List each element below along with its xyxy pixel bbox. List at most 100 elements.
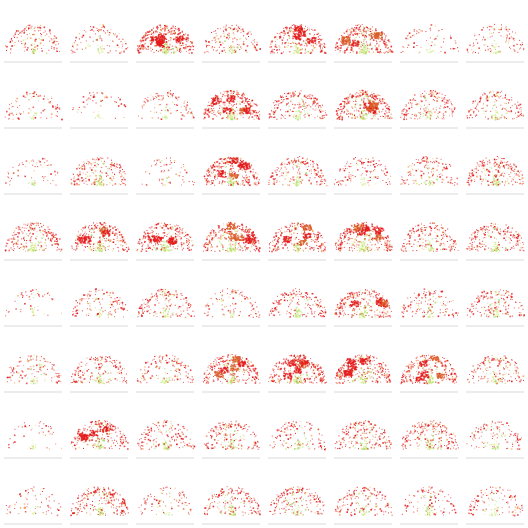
scatter-point [230,49,232,50]
scatter-point [379,50,381,53]
scatter-point [256,176,258,178]
scatter-point [354,27,356,29]
scatter-point [344,101,346,103]
scatter-point [182,179,184,181]
scatter-point [367,49,369,52]
scatter-point [144,42,146,44]
scatter-point [29,33,31,34]
scatter-point [232,116,234,118]
scatter-point [302,99,304,101]
scatter-point [227,164,229,166]
scatter-point [231,100,234,103]
scatter-point [499,92,501,94]
scatter-point [229,95,231,97]
scatter-point [10,48,12,50]
scatter-point [431,114,433,116]
scatter-point [354,93,356,95]
scatter-point [206,178,208,180]
scatter-point [371,99,373,101]
scatter-point [231,182,233,184]
scatter-point [47,164,49,166]
scatter-point [344,43,346,45]
scatter-point [375,52,377,54]
scatter-point [99,157,101,159]
scatter-point [35,113,37,114]
scatter-point [293,42,295,44]
scatter-point [314,42,317,45]
scatter-point [245,106,248,109]
scatter-point [92,182,95,184]
scatter-point [276,174,278,176]
scatter-point [269,116,271,118]
scatter-point [478,34,480,36]
scatter-point [510,48,512,50]
scatter-point [320,180,322,182]
scatter-point [475,114,478,116]
scatter-point [296,179,298,181]
scatter-point [230,108,232,111]
scatter-point [243,92,245,94]
scatter-point [249,104,251,107]
scatter-point [255,183,257,185]
scatter-point [103,160,105,162]
scatter-point [18,40,19,42]
scatter-point [241,94,243,95]
scatter-point [384,44,386,46]
scatter-point [215,38,217,40]
scatter-point [98,31,99,33]
scatter-point [281,43,283,45]
scatter-point [370,109,373,112]
scatter-point [506,112,508,114]
scatter-point [147,37,149,39]
scatter-point [284,32,286,34]
scatter-point [353,101,355,102]
scatter-point [31,182,33,184]
scatter-point [191,113,193,115]
scatter-point [175,28,177,30]
scatter-point [474,100,476,102]
scatter-point [287,42,290,44]
scatter-point [44,30,46,32]
scatter-point [254,103,256,105]
scatter-point [402,109,404,111]
scatter-point [336,112,338,115]
scatter-point [310,44,313,47]
scatter-point [217,103,219,105]
scatter-point [33,115,35,117]
scatter-point [494,118,497,120]
scatter-point [319,117,321,119]
scatter-point [348,116,349,118]
scatter-point [11,38,13,39]
scatter-point [214,98,217,100]
scatter-point [495,116,497,118]
scatter-point [101,166,103,168]
scatter-point [228,27,230,29]
scatter-point [384,114,386,116]
scatter-point [154,39,157,41]
scatter-point [298,159,300,161]
scatter-point [367,92,368,94]
scatter-point [276,38,278,40]
scatter-point [91,28,93,30]
scatter-point [430,27,431,29]
scatter-point [366,113,368,115]
scatter-point [218,102,220,104]
scatter-point [112,172,113,174]
scatter-point [72,109,74,110]
scatter-point [168,91,170,94]
scatter-point [231,118,233,119]
scatter-point [425,111,428,114]
scatter-point [313,35,315,37]
scatter-point [386,107,388,109]
scatter-point [227,181,229,183]
scatter-point [471,49,473,51]
scatter-point [292,95,294,97]
scatter-point [485,49,486,51]
scatter-point [505,26,507,28]
scatter-point [274,104,275,106]
scatter-point [499,50,501,53]
scatter-point [259,48,261,50]
scatter-point [365,32,367,34]
scatter-point [89,92,91,94]
scatter-point [156,43,159,45]
